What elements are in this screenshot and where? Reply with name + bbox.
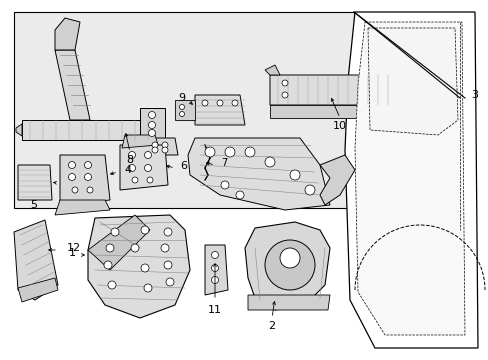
Polygon shape xyxy=(55,200,110,215)
Circle shape xyxy=(280,248,299,268)
Circle shape xyxy=(211,252,218,258)
Circle shape xyxy=(264,240,314,290)
Polygon shape xyxy=(367,28,457,135)
Polygon shape xyxy=(55,50,90,120)
Circle shape xyxy=(148,130,155,136)
Polygon shape xyxy=(55,18,80,50)
Circle shape xyxy=(68,174,75,180)
Circle shape xyxy=(162,147,168,153)
Circle shape xyxy=(211,265,218,271)
Circle shape xyxy=(132,177,138,183)
Circle shape xyxy=(108,281,116,289)
Circle shape xyxy=(148,122,155,129)
Circle shape xyxy=(264,157,274,167)
Circle shape xyxy=(179,112,184,117)
Circle shape xyxy=(161,244,169,252)
Polygon shape xyxy=(88,215,150,270)
Circle shape xyxy=(104,261,112,269)
Circle shape xyxy=(147,177,153,183)
Polygon shape xyxy=(120,145,168,190)
Circle shape xyxy=(165,278,174,286)
Circle shape xyxy=(143,284,152,292)
Bar xyxy=(14,12,353,208)
Polygon shape xyxy=(122,135,158,148)
Polygon shape xyxy=(195,95,244,125)
Circle shape xyxy=(128,152,135,158)
Polygon shape xyxy=(16,124,22,136)
Polygon shape xyxy=(244,222,329,310)
Polygon shape xyxy=(175,100,195,120)
Text: 12: 12 xyxy=(67,243,81,253)
Text: 3: 3 xyxy=(470,90,478,100)
Text: 4: 4 xyxy=(124,165,131,175)
Circle shape xyxy=(211,276,218,284)
Polygon shape xyxy=(269,75,394,105)
Circle shape xyxy=(152,147,158,153)
Text: 5: 5 xyxy=(30,200,38,210)
Circle shape xyxy=(217,100,223,106)
Circle shape xyxy=(68,162,75,168)
Circle shape xyxy=(204,147,215,157)
Polygon shape xyxy=(204,245,227,295)
Polygon shape xyxy=(264,65,280,75)
Circle shape xyxy=(163,228,172,236)
Circle shape xyxy=(282,80,287,86)
Circle shape xyxy=(144,152,151,158)
Circle shape xyxy=(244,147,254,157)
Circle shape xyxy=(87,187,93,193)
Polygon shape xyxy=(18,165,52,200)
Text: 6: 6 xyxy=(180,161,187,171)
Circle shape xyxy=(236,191,244,199)
Circle shape xyxy=(141,226,149,234)
Circle shape xyxy=(179,104,184,109)
Text: 2: 2 xyxy=(268,321,275,331)
Polygon shape xyxy=(140,108,164,140)
Circle shape xyxy=(131,244,139,252)
Circle shape xyxy=(152,142,158,148)
Circle shape xyxy=(224,147,235,157)
Circle shape xyxy=(289,170,299,180)
Text: 11: 11 xyxy=(207,305,222,315)
Polygon shape xyxy=(22,120,155,140)
Text: 8: 8 xyxy=(126,155,133,165)
Polygon shape xyxy=(14,220,58,300)
Polygon shape xyxy=(145,138,178,155)
Polygon shape xyxy=(247,295,329,310)
Circle shape xyxy=(84,162,91,168)
Circle shape xyxy=(111,228,119,236)
Text: 7: 7 xyxy=(221,158,226,168)
Circle shape xyxy=(162,142,168,148)
Polygon shape xyxy=(269,105,379,118)
Polygon shape xyxy=(319,155,354,205)
Polygon shape xyxy=(18,278,58,302)
Polygon shape xyxy=(345,12,477,348)
Circle shape xyxy=(221,181,228,189)
Circle shape xyxy=(144,165,151,171)
Circle shape xyxy=(141,264,149,272)
Circle shape xyxy=(148,112,155,118)
Circle shape xyxy=(106,244,114,252)
Polygon shape xyxy=(354,22,464,335)
Polygon shape xyxy=(187,138,329,210)
Circle shape xyxy=(202,100,207,106)
Circle shape xyxy=(128,165,135,171)
Polygon shape xyxy=(60,155,110,205)
Text: 10: 10 xyxy=(332,121,346,131)
Text: 9: 9 xyxy=(178,93,185,103)
Polygon shape xyxy=(88,215,190,318)
Circle shape xyxy=(231,100,238,106)
Polygon shape xyxy=(196,142,215,182)
Circle shape xyxy=(305,185,314,195)
Circle shape xyxy=(72,187,78,193)
Text: 1: 1 xyxy=(68,248,75,258)
Circle shape xyxy=(163,261,172,269)
Circle shape xyxy=(282,92,287,98)
Circle shape xyxy=(84,174,91,180)
